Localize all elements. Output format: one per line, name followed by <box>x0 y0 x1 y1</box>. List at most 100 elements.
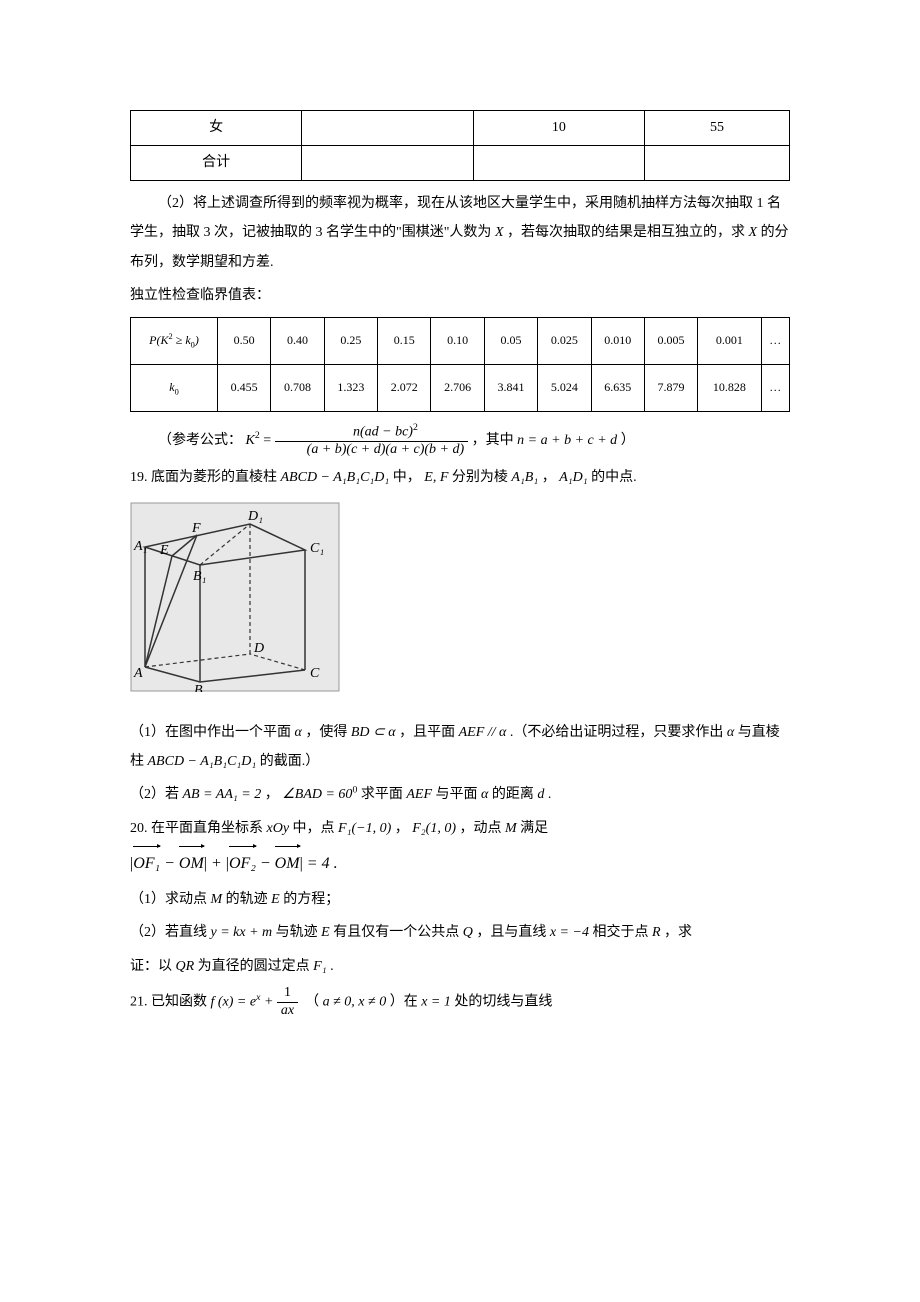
text: ， <box>395 821 409 836</box>
text: 证：以 <box>130 959 176 974</box>
text: ，且平面 <box>399 725 459 740</box>
line: y = kx + m <box>211 925 273 940</box>
text: ，使得 <box>305 725 351 740</box>
label-b: B <box>194 683 203 692</box>
chi-intro: 独立性检查临界值表： <box>130 281 790 310</box>
cell: 0.025 <box>538 317 591 364</box>
cell: 1.323 <box>324 364 377 411</box>
e: E <box>321 925 330 940</box>
text: （2）若直线 <box>130 925 211 940</box>
f1: F₁ <box>313 959 326 974</box>
text: 的方程； <box>283 892 339 907</box>
prism: ABCD − A₁B₁C₁D₁ <box>148 754 257 769</box>
paren-open: （ <box>305 995 319 1010</box>
cell: 2.706 <box>431 364 484 411</box>
cell: 0.005 <box>644 317 697 364</box>
text: 与轨迹 <box>276 925 322 940</box>
q19-lead: 19. 底面为菱形的直棱柱 ABCD − A₁B₁C₁D₁ 中， E, F 分别… <box>130 463 790 492</box>
cond: a ≠ 0, x ≠ 0 <box>323 995 387 1010</box>
m: M <box>211 892 223 907</box>
table-row: k0 0.455 0.708 1.323 2.072 2.706 3.841 5… <box>131 364 790 411</box>
cell: 0.40 <box>271 317 324 364</box>
ef: E, F <box>424 470 448 485</box>
fraction: 1 ax <box>277 985 298 1020</box>
vec-of2: OF₂ <box>229 847 256 881</box>
aef: AEF <box>406 787 432 802</box>
page-root: 女 10 55 合计 （2）将上述调查所得到的频率视为概率，现在从该地区大量学生… <box>0 0 920 1084</box>
row-head: k0 <box>131 364 218 411</box>
cell: 3.841 <box>484 364 537 411</box>
alpha: α <box>295 725 302 740</box>
text: 的截面.） <box>260 754 320 769</box>
plus: + <box>264 995 277 1010</box>
q19-p1: （1）在图中作出一个平面 α ，使得 BD ⊂ α ，且平面 AEF // α … <box>130 718 790 777</box>
vec-om: OM <box>275 847 300 881</box>
text: 21. 已知函数 <box>130 995 211 1010</box>
label-d: D <box>253 641 264 656</box>
angle-bad: ∠BAD = 60 <box>282 787 352 802</box>
text: ，动点 <box>460 821 506 836</box>
text: 中， <box>393 470 421 485</box>
prism-figure: A₁ B₁ C₁ D₁ A B C D E F <box>130 502 790 703</box>
q20-p1: （1）求动点 M 的轨迹 E 的方程； <box>130 885 790 914</box>
text: 满足 <box>520 821 548 836</box>
text: 的中点. <box>591 470 637 485</box>
cell: 0.001 <box>698 317 761 364</box>
cell: 0.50 <box>218 317 271 364</box>
text: . <box>330 959 334 974</box>
text: （参考公式： <box>158 432 242 447</box>
exp-x: x <box>256 992 260 1003</box>
text: 中，点 <box>293 821 339 836</box>
text: ， <box>542 470 556 485</box>
x-neg4: x = −4 <box>550 925 589 940</box>
q20-p3: 证：以 QR 为直径的圆过定点 F₁ . <box>130 952 790 981</box>
cell: 0.05 <box>484 317 537 364</box>
a1d1: A₁D₁ <box>559 470 587 485</box>
cell: 0.10 <box>431 317 484 364</box>
cell: 5.024 <box>538 364 591 411</box>
label-f: F <box>191 521 201 536</box>
table-row: 合计 <box>131 146 790 181</box>
cell: 10 <box>473 111 644 146</box>
label-b1: B₁ <box>193 569 206 584</box>
cell: 2.072 <box>378 364 431 411</box>
minus: − <box>164 855 179 872</box>
text: 与平面 <box>436 787 482 802</box>
fraction: n(ad − bc)2 (a + b)(c + d)(a + c)(b + d) <box>275 422 469 459</box>
ab-eq: AB = AA₁ = 2 <box>183 787 262 802</box>
text: ， <box>265 787 279 802</box>
table-row: 女 10 55 <box>131 111 790 146</box>
cell: 0.25 <box>324 317 377 364</box>
gender-table: 女 10 55 合计 <box>130 110 790 181</box>
alpha: α <box>481 787 488 802</box>
q19-p2: （2）若 AB = AA₁ = 2 ， ∠BAD = 600 求平面 AEF 与… <box>130 780 790 809</box>
cell <box>302 111 473 146</box>
text: （2）若 <box>130 787 183 802</box>
prism-svg: A₁ B₁ C₁ D₁ A B C D E F <box>130 502 340 692</box>
text: 的轨迹 <box>226 892 272 907</box>
cell: 10.828 <box>698 364 761 411</box>
var-k: K <box>246 432 255 447</box>
cell: … <box>761 364 789 411</box>
text: 分别为棱 <box>452 470 512 485</box>
label-a: A <box>133 666 143 681</box>
equals: = <box>263 432 274 447</box>
text: .（不必给出证明过程，只要求作出 <box>510 725 727 740</box>
label-d1: D₁ <box>247 509 263 524</box>
denominator: ax <box>277 1003 298 1020</box>
text: 20. 在平面直角坐标系 <box>130 821 267 836</box>
cell: 0.455 <box>218 364 271 411</box>
qr: QR <box>176 959 195 974</box>
cell: 0.708 <box>271 364 324 411</box>
chi-formula: （参考公式： K2 = n(ad − bc)2 (a + b)(c + d)(a… <box>130 422 790 459</box>
q: Q <box>463 925 473 940</box>
r: R <box>652 925 661 940</box>
text: 处的切线与直线 <box>454 995 552 1010</box>
text: ，求 <box>664 925 692 940</box>
text: （1）在图中作出一个平面 <box>130 725 295 740</box>
chi-square-table: P(K2 ≥ k0) 0.50 0.40 0.25 0.15 0.10 0.05… <box>130 317 790 412</box>
aef-parallel: AEF // α <box>459 725 507 740</box>
x1: x = 1 <box>421 995 451 1010</box>
e: E <box>271 892 280 907</box>
q20-p2: （2）若直线 y = kx + m 与轨迹 E 有且仅有一个公共点 Q ，且与直… <box>130 918 790 947</box>
